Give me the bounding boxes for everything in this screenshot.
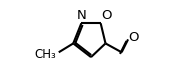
Text: CH₃: CH₃ [35, 48, 56, 61]
Text: O: O [128, 31, 139, 44]
Text: N: N [76, 9, 86, 22]
Text: O: O [102, 9, 112, 22]
